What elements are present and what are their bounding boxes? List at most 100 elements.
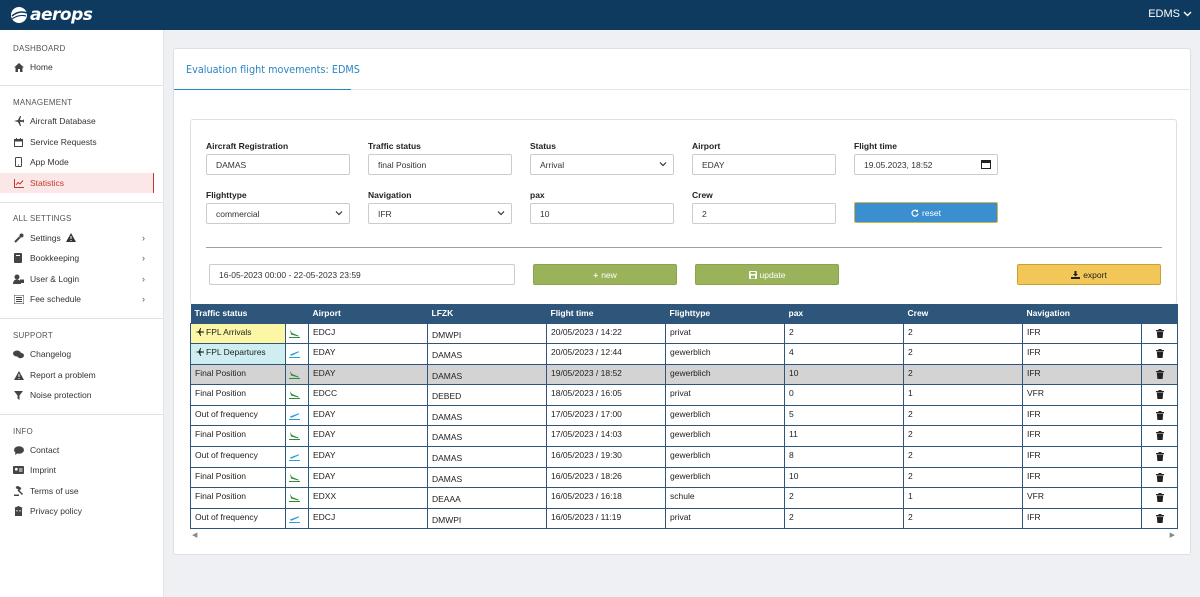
col-pax[interactable]: pax (784, 304, 904, 323)
trash-icon[interactable] (1155, 369, 1164, 381)
reset-button[interactable]: reset (854, 202, 998, 223)
trash-icon[interactable] (1155, 452, 1164, 463)
sidebar-item-privacy[interactable]: Privacy policy (0, 501, 154, 521)
airport-input[interactable]: EDAY (692, 154, 836, 175)
cell-airport: EDAY (308, 343, 428, 365)
col-direction (285, 304, 309, 323)
horizontal-scrollbar[interactable]: ◀ ▶ (190, 531, 1177, 540)
trash-icon[interactable] (1155, 349, 1164, 360)
table-row[interactable]: FPL Arrivals EDCJ DMWPI 20/05/2023 / 14:22 p… (190, 322, 1178, 345)
table-row[interactable]: Final Position EDAY DAMAS 19/05/2023 / 18:5… (190, 363, 1178, 386)
section-title-support: SUPPORT (13, 331, 53, 340)
cell-flighttype: privat (665, 322, 785, 345)
cell-crew: 1 (903, 384, 1023, 406)
sidebar-item-imprint[interactable]: Imprint (0, 460, 154, 480)
sidebar-item-label: Statistics (30, 178, 65, 188)
sidebar-item-user-login[interactable]: User & Login › (0, 269, 154, 289)
sidebar-item-label: Fee schedule (30, 294, 82, 304)
table-row[interactable]: Final Position EDAY DAMAS 16/05/2023 / 18:2… (190, 466, 1178, 489)
table-row[interactable]: Final Position EDXX DEAAA 16/05/2023 / 16:1… (190, 487, 1178, 509)
aerops-logo[interactable]: aerops (10, 4, 93, 26)
navigation-select[interactable]: IFR (368, 203, 512, 224)
arrival-icon (289, 329, 300, 340)
col-flight-time[interactable]: Flight time (546, 304, 666, 323)
cell-flighttype: privat (665, 507, 785, 530)
sidebar-item-app-mode[interactable]: App Mode (0, 152, 154, 172)
filter-icon (13, 390, 24, 400)
sidebar-item-aircraft-database[interactable]: Aircraft Database (0, 111, 154, 131)
sidebar-item-home[interactable]: Home (0, 57, 154, 77)
plane-icon (195, 347, 206, 357)
cell-flight-time: 17/05/2023 / 17:00 (546, 404, 666, 427)
cell-flight-time: 18/05/2023 / 16:05 (546, 384, 666, 406)
trash-icon[interactable] (1155, 390, 1164, 401)
new-button[interactable]: + new (533, 264, 677, 285)
col-lfzk[interactable]: LFZK (427, 304, 547, 323)
cell-airport: EDCJ (308, 507, 428, 530)
sidebar-item-service-requests[interactable]: Service Requests (0, 132, 154, 152)
sidebar-item-bookkeeping[interactable]: Bookkeeping › (0, 248, 154, 268)
chevron-right-icon: › (142, 294, 145, 304)
chevron-down-icon (497, 211, 505, 216)
table-row[interactable]: Out of frequency EDAY DAMAS 16/05/2023 / 19… (190, 446, 1178, 468)
flight-time-input[interactable]: 19.05.2023, 18:52 (854, 154, 998, 175)
sidebar-item-contact[interactable]: Contact (0, 440, 154, 460)
calendar-icon[interactable] (981, 159, 991, 169)
scroll-left-icon[interactable]: ◀ (192, 532, 198, 539)
flighttype-select[interactable]: commercial (206, 203, 350, 224)
sidebar-item-noise-protection[interactable]: Noise protection (0, 385, 154, 405)
trash-icon[interactable] (1155, 431, 1164, 442)
traffic-status-text: Out of frequency (195, 450, 258, 461)
col-flighttype[interactable]: Flighttype (665, 304, 785, 323)
cell-flighttype: gewerblich (665, 466, 785, 489)
status-select[interactable]: Arrival (530, 154, 674, 175)
col-crew[interactable]: Crew (903, 304, 1023, 323)
traffic-status-text: Final Position (195, 388, 247, 399)
download-icon (1071, 270, 1081, 279)
table-row[interactable]: Final Position EDCC DEBED 18/05/2023 / 16:0… (190, 384, 1178, 406)
aircraft-registration-input[interactable]: DAMAS (206, 154, 350, 175)
comments-icon (13, 350, 24, 359)
cell-pax: 10 (784, 466, 904, 489)
table-row[interactable]: Out of frequency EDAY DAMAS 17/05/2023 / 17… (190, 404, 1178, 427)
col-traffic-status[interactable]: Traffic status (190, 304, 286, 323)
cell-crew: 2 (903, 363, 1023, 386)
table-row[interactable]: Final Position EDAY DAMAS 17/05/2023 / 14:0… (190, 425, 1178, 448)
cell-crew: 2 (903, 466, 1023, 489)
trash-icon[interactable] (1155, 513, 1164, 525)
lfzk-text: DEAAA (432, 494, 461, 505)
export-button[interactable]: export (1017, 264, 1161, 285)
user-menu[interactable]: EDMS (1148, 8, 1192, 20)
sidebar-item-statistics[interactable]: Statistics (0, 173, 154, 193)
pax-input[interactable]: 10 (530, 203, 674, 224)
table-row[interactable]: Out of frequency EDCJ DMWPI 16/05/2023 / 11… (190, 507, 1178, 530)
trash-icon[interactable] (1155, 493, 1164, 504)
trash-icon[interactable] (1155, 328, 1164, 340)
sidebar-item-label: User & Login (30, 274, 80, 284)
cell-pax: 5 (784, 404, 904, 427)
save-icon (748, 270, 757, 279)
cell-pax: 10 (784, 363, 904, 386)
cell-flighttype: gewerblich (665, 404, 785, 427)
trash-icon[interactable] (1155, 472, 1164, 484)
cell-navigation: IFR (1022, 404, 1142, 427)
traffic-status-input[interactable]: final Position (368, 154, 512, 175)
date-range-input[interactable]: 16-05-2023 00:00 - 22-05-2023 23:59 (209, 264, 515, 285)
sidebar-item-settings[interactable]: Settings › (0, 228, 154, 248)
sidebar-item-label: Aircraft Database (30, 116, 96, 126)
col-airport[interactable]: Airport (308, 304, 428, 323)
cell-flight-time: 16/05/2023 / 11:19 (546, 507, 666, 530)
table-row[interactable]: FPL Departures EDAY DAMAS 20/05/2023 / 12:4… (190, 343, 1178, 365)
trash-icon[interactable] (1155, 410, 1164, 422)
sidebar-item-fee-schedule[interactable]: Fee schedule › (0, 289, 154, 309)
sidebar-item-changelog[interactable]: Changelog (0, 344, 154, 364)
traffic-status-text: Out of frequency (195, 511, 258, 522)
sidebar-item-report-problem[interactable]: Report a problem (0, 365, 154, 385)
sidebar-item-terms[interactable]: Terms of use (0, 481, 154, 501)
col-navigation[interactable]: Navigation (1022, 304, 1142, 323)
navigation-label: Navigation (368, 190, 412, 200)
crew-input[interactable]: 2 (692, 203, 836, 224)
table-header-row: Traffic status Airport LFZK Flight time … (190, 304, 1178, 323)
update-button[interactable]: update (695, 264, 839, 285)
scroll-right-icon[interactable]: ▶ (1169, 532, 1175, 539)
